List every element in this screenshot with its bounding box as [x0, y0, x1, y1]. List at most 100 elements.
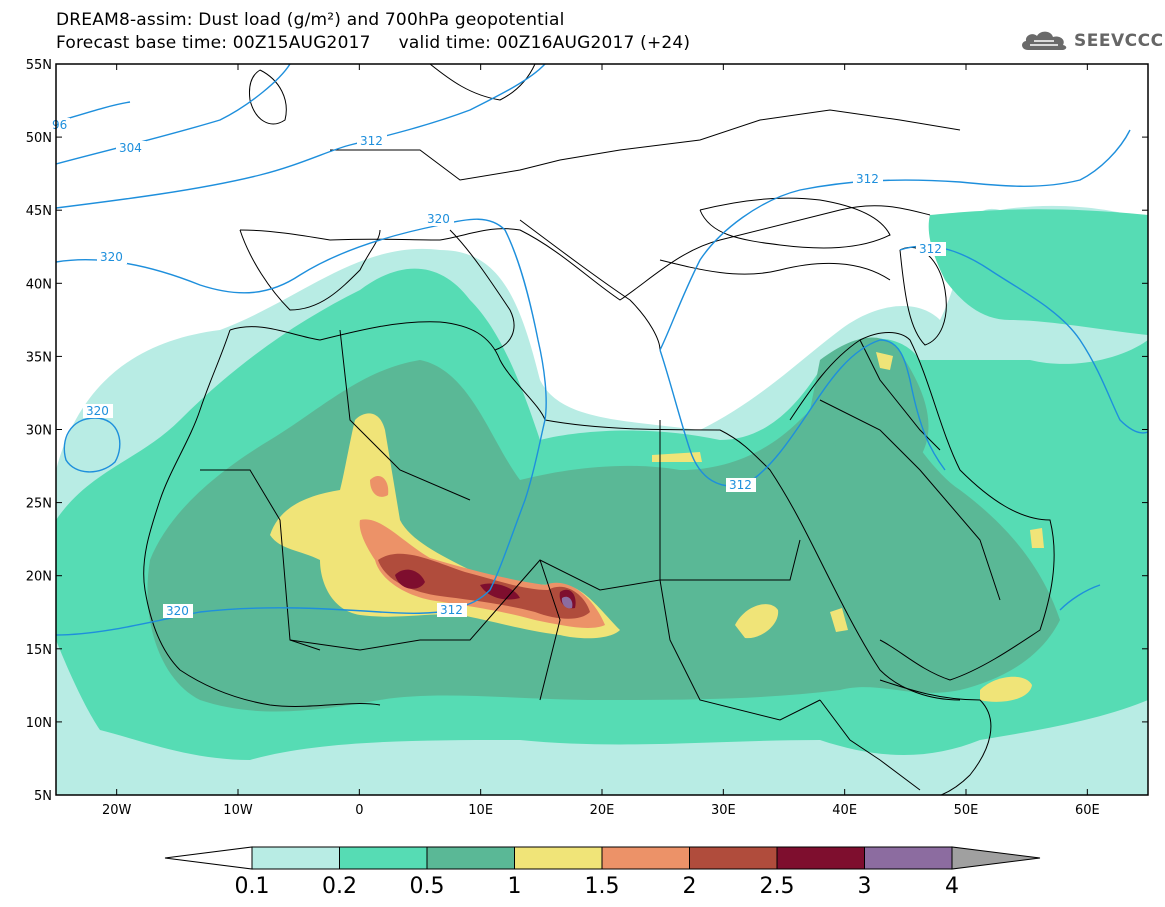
colorbar-label: 2 — [683, 874, 697, 899]
colorbar: 0.1 0.2 0.5 1 1.5 2 2.5 3 4 — [164, 846, 1041, 899]
border-sudan — [659, 579, 821, 721]
coastline-med-north — [239, 205, 931, 301]
longitude-axis: 20W 10W 0 10E 20E 30E 40E 50E 60E — [102, 64, 1100, 818]
coastlines — [143, 64, 1055, 795]
coast-britain — [249, 69, 287, 125]
coastline-egypt-redsea — [544, 419, 961, 701]
border-mali-mauritania — [200, 469, 321, 651]
contour-label: 96 — [52, 118, 67, 132]
dust-level-1.5-north — [370, 475, 389, 497]
contour-label: 312 — [440, 603, 463, 617]
contour-label: 320 — [427, 212, 450, 226]
border-chad — [539, 559, 561, 701]
dust-level-2.5 — [395, 569, 576, 609]
colorbar-label: 3 — [858, 874, 872, 899]
contour-304 — [56, 64, 291, 165]
colorbar-segment — [776, 846, 865, 870]
contour-320-circle — [63, 417, 121, 473]
contour-labels: 96 304 312 320 320 320 320 312 312 312 3… — [50, 118, 946, 618]
lat-label: 30N — [26, 424, 52, 439]
contour-312-north — [56, 64, 546, 209]
dust-level-1-oman — [980, 676, 1032, 702]
lon-label: 20E — [590, 803, 615, 818]
dust-field — [56, 205, 1148, 795]
contour-312-oman — [1059, 584, 1101, 611]
lat-label: 20N — [26, 570, 52, 585]
dust-level-1-arabia — [1030, 528, 1044, 548]
colorbar-label: 0.2 — [322, 874, 357, 899]
lat-label: 45N — [26, 204, 52, 219]
map-title: DREAM8-assim: Dust load (g/m²) and 700hP… — [56, 10, 565, 30]
contour-label: 312 — [360, 134, 383, 148]
coast-italy — [449, 229, 515, 351]
lon-label: 50E — [954, 803, 979, 818]
colorbar-min-arrow — [164, 846, 253, 870]
coastline-horn — [879, 679, 992, 795]
border-algeria — [339, 329, 471, 501]
dust-level-0.5-east — [810, 337, 929, 472]
colorbar-label: 1.5 — [585, 874, 620, 899]
lon-label: 60E — [1075, 803, 1100, 818]
contour-320-north — [56, 218, 547, 609]
colorbar-segment — [864, 846, 953, 870]
dust-level-1-iraq — [876, 352, 893, 370]
contour-312-iran — [899, 245, 1148, 434]
coast-blacksea — [699, 197, 891, 249]
contour-312-arabia — [659, 339, 946, 487]
map-subtitle: Forecast base time: 00Z15AUG2017 valid t… — [56, 33, 691, 53]
coastline-west-africa — [143, 321, 546, 707]
dust-level-0.2-caspian — [928, 209, 1148, 335]
coast-scandinavia-south — [429, 64, 536, 101]
colorbar-segment — [251, 846, 340, 870]
cloud-icon — [1022, 31, 1067, 50]
lat-label: 25N — [26, 497, 52, 512]
colorbar-segment — [601, 846, 690, 870]
lon-label: 30E — [711, 803, 736, 818]
seevccc-logo: SEEVCCC — [1018, 28, 1164, 54]
colorbar-label: 4 — [945, 874, 959, 899]
lon-label: 0 — [355, 803, 363, 818]
coastline-arabia — [789, 332, 1055, 681]
logo-text: SEEVCCC — [1074, 31, 1164, 51]
colorbar-segment — [426, 846, 515, 870]
colorbar-label: 2.5 — [760, 874, 795, 899]
lon-label: 10W — [223, 803, 253, 818]
dust-level-1-eritrea — [830, 608, 848, 632]
lat-label: 55N — [26, 58, 52, 73]
contour-label: 312 — [856, 172, 879, 186]
lat-label: 40N — [26, 277, 52, 292]
dust-level-1-sudan — [735, 604, 779, 639]
colorbar-segment — [689, 846, 778, 870]
lon-label: 10E — [468, 803, 493, 818]
lon-label: 20W — [102, 803, 132, 818]
contour-label: 320 — [86, 404, 109, 418]
contour-label: 320 — [166, 604, 189, 618]
border-libya-egypt — [659, 420, 801, 581]
dust-level-1-egypt — [652, 452, 702, 462]
lat-label: 10N — [26, 716, 52, 731]
lat-label: 50N — [26, 131, 52, 146]
colorbar-segment — [951, 846, 1041, 870]
colorbar-label: 1 — [508, 874, 522, 899]
coast-balkans — [519, 219, 661, 351]
colorbar-label: 0.5 — [410, 874, 445, 899]
lat-label: 35N — [26, 350, 52, 365]
latitude-axis: 55N 50N 45N 40N 35N 30N 25N 20N 15N 10N 5N — [26, 58, 1148, 804]
colorbar-segment — [514, 846, 603, 870]
border-saudi — [819, 399, 1001, 601]
lat-label: 5N — [34, 789, 52, 804]
border-sahel — [289, 480, 661, 651]
colorbar-segment — [339, 846, 428, 870]
dust-level-3 — [561, 596, 573, 609]
border-east-africa — [819, 699, 921, 791]
contour-label: 312 — [729, 478, 752, 492]
lat-label: 15N — [26, 643, 52, 658]
border-iraq-iran — [859, 339, 941, 451]
colorbar-label: 0.1 — [235, 874, 270, 899]
contour-label: 312 — [919, 242, 942, 256]
dust-level-1 — [270, 413, 620, 639]
contour-label: 320 — [100, 250, 123, 264]
contour-320-south — [56, 607, 456, 636]
lon-label: 40E — [832, 803, 857, 818]
